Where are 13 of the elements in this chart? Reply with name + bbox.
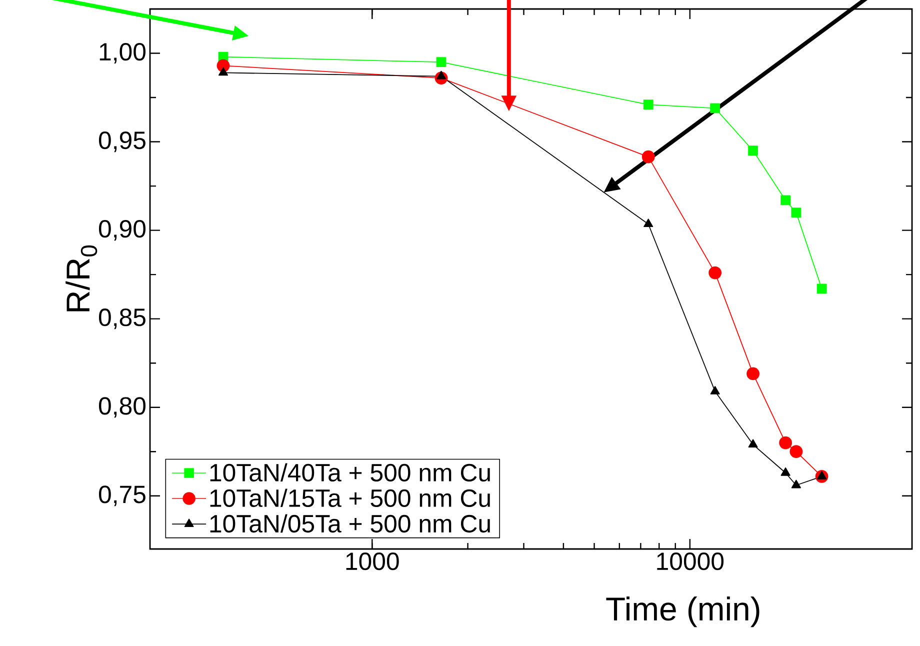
legend-label: 10TaN/40Ta + 500 nm Cu xyxy=(210,463,490,482)
legend-label: 10TaN/15Ta + 500 nm Cu xyxy=(210,488,490,508)
x-tick-label: 10000 xyxy=(657,552,724,570)
y-tick-label: 0,75 xyxy=(98,486,146,506)
y-tick-label: 0,80 xyxy=(98,397,146,418)
y-tick-label: 0,85 xyxy=(98,308,146,330)
legend-label: 10TaN/05Ta + 500 nm Cu xyxy=(210,514,490,533)
y-tick-label: 0,90 xyxy=(98,220,146,241)
y-tick-label: 1,00 xyxy=(100,42,146,64)
x-tick-label: 1000 xyxy=(346,552,399,570)
x-axis-title: Time (min) xyxy=(606,596,760,628)
y-tick-label: 0,95 xyxy=(98,131,146,152)
y-axis-title: R/R$_{0}$ xyxy=(66,245,98,312)
